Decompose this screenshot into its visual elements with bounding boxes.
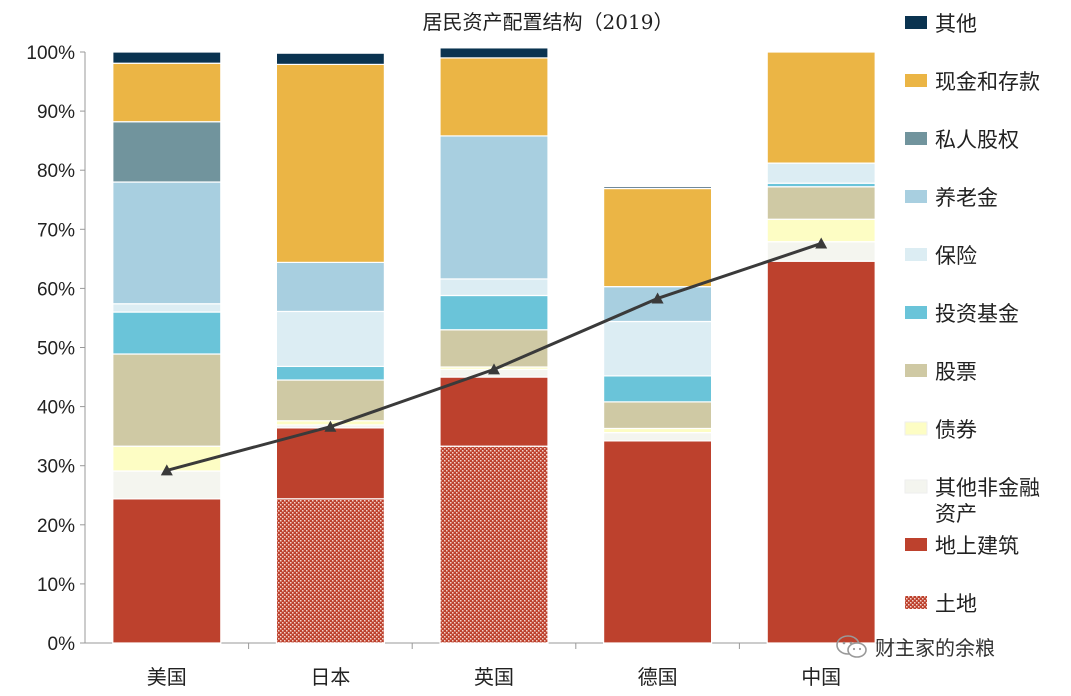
legend-label: 股票 xyxy=(935,360,977,384)
bar-segment xyxy=(275,63,385,263)
legend-swatch xyxy=(905,538,927,551)
bar-segment xyxy=(112,303,222,313)
bar-segment xyxy=(439,445,549,644)
legend-swatch xyxy=(905,364,927,377)
legend-label: 私人股权 xyxy=(935,128,1019,152)
legend-swatch xyxy=(905,190,927,203)
bar-segment xyxy=(275,427,385,500)
watermark-text: 财主家的余粮 xyxy=(875,636,995,660)
x-tick-label: 中国 xyxy=(801,665,841,689)
bar-segment xyxy=(275,52,385,66)
x-tick-label: 美国 xyxy=(147,665,187,689)
legend-swatch xyxy=(904,479,928,494)
legend-label: 其他 xyxy=(935,12,977,36)
legend-swatch xyxy=(905,132,927,145)
chart-title: 居民资产配置结构（2019） xyxy=(423,10,674,34)
bar-segment xyxy=(439,47,549,59)
y-tick-label: 20% xyxy=(37,516,75,537)
bar-segment xyxy=(602,432,713,442)
x-tick-label: 德国 xyxy=(638,665,678,689)
legend-swatch xyxy=(905,74,927,87)
legend-label: 其他非金融 xyxy=(935,476,1040,500)
legend-swatch xyxy=(904,421,928,436)
bar-segment xyxy=(766,186,876,220)
legend-label: 地上建筑 xyxy=(935,534,1019,558)
line-marker xyxy=(324,420,337,432)
legend-label: 养老金 xyxy=(935,186,998,210)
bar-segment xyxy=(275,498,385,644)
bar-segment xyxy=(602,320,713,377)
y-tick-label: 40% xyxy=(37,398,75,419)
bar-segment xyxy=(439,329,549,368)
bar-segment xyxy=(602,186,713,190)
legend-label: 土地 xyxy=(935,592,977,616)
y-tick-label: 30% xyxy=(37,457,75,478)
bar-segment xyxy=(112,498,222,644)
watermark: 财主家的余粮 xyxy=(835,632,995,661)
bar-segment xyxy=(602,427,713,434)
legend-swatch xyxy=(905,596,927,609)
line-marker xyxy=(651,292,664,304)
bar-segment xyxy=(602,401,713,430)
y-tick-label: 80% xyxy=(37,161,75,182)
bar-segment xyxy=(112,62,222,123)
y-tick-label: 50% xyxy=(37,339,75,360)
bar-segment xyxy=(439,278,549,297)
bar-segment xyxy=(602,375,713,403)
bar-segment xyxy=(112,311,222,355)
wechat-icon xyxy=(836,634,867,658)
legend-swatch xyxy=(905,16,927,29)
y-tick-label: 10% xyxy=(37,575,75,596)
y-tick-label: 70% xyxy=(37,220,75,241)
legend-label: 投资基金 xyxy=(935,302,1019,326)
bar-segment xyxy=(602,187,713,288)
bar-segment xyxy=(112,121,222,183)
legend-label: 债券 xyxy=(935,418,977,442)
bar-segment xyxy=(112,181,222,305)
legend-label: 保险 xyxy=(935,244,977,268)
bar-segment xyxy=(112,353,222,447)
bar-segment xyxy=(439,135,549,280)
bar-segment xyxy=(766,260,876,644)
line-marker xyxy=(815,237,828,249)
bar-segment xyxy=(439,57,549,137)
x-tick-label: 日本 xyxy=(310,665,350,689)
bar-segment xyxy=(275,261,385,313)
legend-label: 资产 xyxy=(935,502,977,526)
legend-label: 现金和存款 xyxy=(935,70,1040,94)
bar-segment xyxy=(275,310,385,368)
bar-segment xyxy=(439,294,549,331)
line-marker xyxy=(488,363,500,375)
bar-segment xyxy=(439,376,549,447)
bar-segment xyxy=(275,365,385,381)
legend-swatch xyxy=(905,306,927,319)
bar-segment xyxy=(112,51,222,64)
y-tick-label: 0% xyxy=(48,634,76,655)
y-tick-label: 100% xyxy=(26,43,75,64)
legend-swatch xyxy=(905,248,927,261)
bar-segment xyxy=(602,440,713,644)
bar-segment xyxy=(766,51,876,164)
line-marker xyxy=(160,464,173,476)
x-tick-label: 英国 xyxy=(474,665,514,689)
y-tick-label: 90% xyxy=(37,102,75,123)
bar-segment xyxy=(766,162,876,184)
y-tick-label: 60% xyxy=(37,279,75,300)
